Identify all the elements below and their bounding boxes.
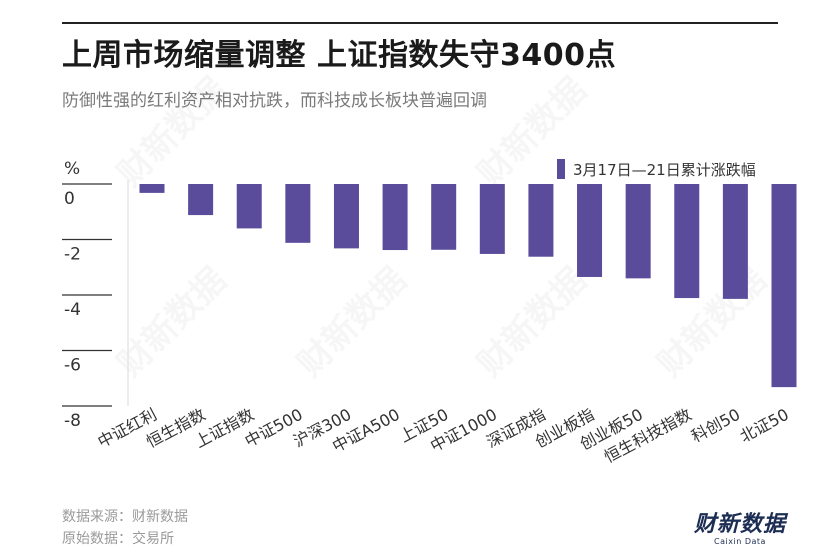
bar-7	[431, 184, 457, 250]
y-tick-label: -6	[64, 356, 81, 376]
data-source-note: 数据来源：财新数据	[62, 509, 188, 525]
x-tick-label: 北证50	[737, 405, 792, 446]
legend-swatch	[557, 159, 565, 179]
bar-14	[771, 184, 797, 388]
y-tick-label: -8	[64, 411, 81, 431]
x-tick-label: 科创50	[688, 405, 743, 446]
bar-1	[139, 184, 165, 193]
bar-8	[479, 184, 505, 254]
y-tick-label: -4	[64, 300, 81, 320]
y-tick-label: 0	[64, 189, 75, 209]
top-rule	[62, 22, 778, 24]
watermark-5: 财新数据	[110, 70, 234, 194]
bar-12	[674, 184, 700, 299]
y-tick-label: -2	[64, 245, 81, 265]
original-data-note: 原始数据：交易所	[62, 531, 174, 547]
watermark-3: 财新数据	[470, 260, 594, 384]
bar-11	[625, 184, 651, 279]
bar-9	[528, 184, 554, 257]
bar-2	[188, 184, 214, 216]
bar-6	[382, 184, 408, 251]
watermark-2: 财新数据	[290, 260, 414, 384]
bar-5	[333, 184, 359, 249]
legend-label: 3月17日—21日累计涨跌幅	[573, 161, 756, 179]
bar-4	[285, 184, 311, 243]
bar-3	[236, 184, 262, 229]
bar-13	[722, 184, 748, 299]
watermark-4: 财新数据	[650, 260, 774, 384]
y-unit-label: %	[64, 159, 80, 179]
caixin-data-logo: 财新数据 Caixin Data	[694, 513, 786, 547]
chart-title: 上周市场缩量调整 上证指数失守3400点	[62, 38, 616, 73]
logo-text-cn: 财新数据	[694, 512, 787, 537]
logo-text-en: Caixin Data	[714, 537, 766, 546]
bar-10	[577, 184, 603, 277]
chart-subtitle: 防御性强的红利资产相对抗跌，而科技成长板块普遍回调	[62, 91, 487, 111]
